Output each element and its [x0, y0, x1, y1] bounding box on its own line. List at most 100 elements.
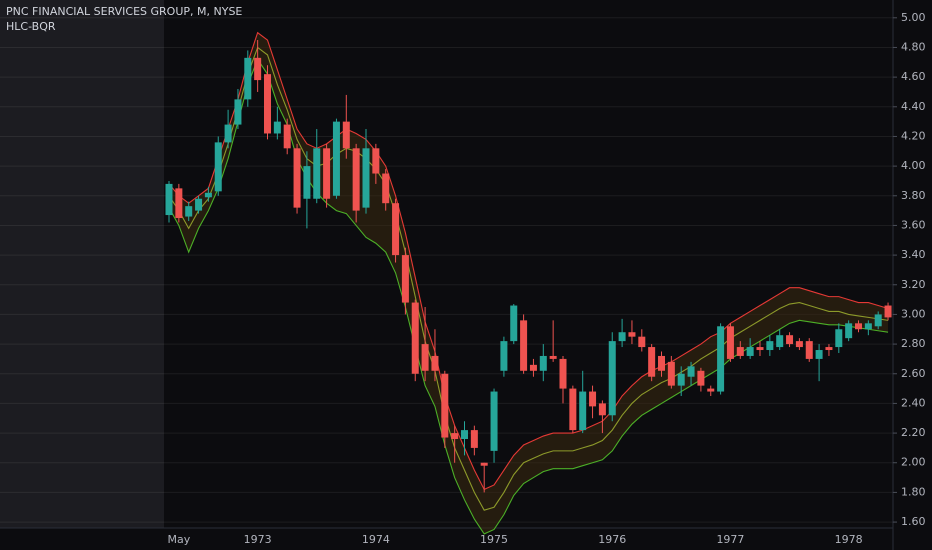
- candle-body: [795, 341, 803, 348]
- candle-body: [293, 148, 301, 208]
- candle-body: [786, 335, 794, 345]
- y-tick-label: 4.00: [901, 159, 926, 172]
- y-tick-label: 3.40: [901, 248, 926, 261]
- candle-body: [648, 347, 656, 377]
- candle-body: [392, 203, 400, 256]
- candle-body: [382, 173, 390, 204]
- candle-body: [411, 302, 419, 374]
- candle-body: [264, 74, 271, 134]
- y-tick-label: 3.80: [901, 189, 926, 202]
- candle-body: [608, 341, 616, 416]
- candle-body: [510, 305, 518, 342]
- y-tick-label: 3.60: [901, 218, 926, 231]
- candle-body: [332, 121, 340, 196]
- axes: 1.60 1.80 2.00 2.20 2.40 2.60 2.80 3.00 3.20 3.40…: [167, 11, 925, 546]
- candle-body: [628, 332, 636, 337]
- candle-body: [687, 366, 695, 377]
- candle-body: [864, 323, 872, 330]
- candle-body: [273, 121, 281, 134]
- candle-body: [490, 391, 498, 451]
- candle-body: [362, 148, 370, 208]
- candle-body: [461, 430, 468, 440]
- x-tick-label: 1976: [598, 533, 626, 546]
- y-tick-label: 2.00: [901, 456, 926, 469]
- plot: [165, 31, 892, 535]
- candle-body: [815, 350, 823, 359]
- candle-body: [204, 192, 212, 198]
- candle-body: [579, 391, 587, 431]
- candle-body: [717, 326, 725, 392]
- candle-body: [677, 373, 685, 386]
- x-tick-label: 1973: [244, 533, 272, 546]
- candle-body: [175, 188, 183, 219]
- y-tick-label: 4.80: [901, 40, 926, 53]
- candle-body: [352, 148, 360, 211]
- x-tick-label: 1977: [716, 533, 744, 546]
- x-tick-label: 1978: [835, 533, 863, 546]
- candle-body: [520, 320, 528, 371]
- candle-body: [746, 347, 754, 356]
- x-tick-label: 1975: [480, 533, 508, 546]
- candle-body: [372, 148, 380, 174]
- candle-body: [185, 206, 193, 217]
- y-tick-label: 4.40: [901, 100, 926, 113]
- y-tick-label: 2.80: [901, 337, 926, 350]
- candle-body: [451, 433, 459, 440]
- candle-body: [736, 347, 744, 356]
- candle-body: [825, 347, 833, 351]
- candle-body: [638, 336, 646, 348]
- candle-body: [480, 462, 488, 466]
- grid: [0, 17, 893, 523]
- candle-body: [756, 347, 764, 351]
- y-tick-label: 1.80: [901, 485, 926, 498]
- candle-body: [224, 124, 232, 143]
- candle-body: [214, 142, 222, 192]
- candle-body: [500, 341, 508, 371]
- pre-history-panel: [0, 0, 164, 528]
- candle-body: [549, 355, 557, 359]
- candle-body: [835, 329, 843, 348]
- candle-body: [618, 332, 626, 342]
- y-tick-label: 5.00: [901, 11, 926, 24]
- band-line-upper: [168, 31, 889, 491]
- y-tick-label: 4.20: [901, 129, 926, 142]
- candle-body: [559, 358, 567, 389]
- candle-body: [195, 198, 203, 211]
- candle-body: [884, 305, 892, 318]
- candle-body: [697, 370, 705, 386]
- candle-body: [766, 341, 774, 351]
- candle-body: [470, 430, 478, 448]
- indicator-label: HLC-BQR: [6, 20, 56, 33]
- candle-body: [234, 99, 242, 125]
- candle-body: [667, 361, 675, 386]
- x-tick-label: 1974: [362, 533, 390, 546]
- candle-body: [244, 57, 252, 100]
- candle-body: [539, 355, 547, 371]
- y-tick-label: 1.60: [901, 515, 926, 528]
- y-tick-label: 3.00: [901, 307, 926, 320]
- candle-body: [589, 391, 597, 407]
- y-tick-label: 2.20: [901, 426, 926, 439]
- candle-body: [431, 355, 439, 371]
- y-tick-label: 3.20: [901, 278, 926, 291]
- candle-body: [401, 255, 409, 303]
- candle-body: [805, 341, 813, 359]
- candle-body: [569, 388, 577, 431]
- candle-body: [342, 121, 350, 149]
- candle-body: [421, 344, 429, 371]
- candle-body: [303, 166, 311, 199]
- candle-body: [165, 183, 173, 216]
- y-tick-label: 2.40: [901, 396, 926, 409]
- candle-body: [441, 373, 449, 438]
- chart-title: PNC FINANCIAL SERVICES GROUP, M, NYSE: [6, 5, 242, 18]
- y-tick-label: 4.60: [901, 70, 926, 83]
- candle-body: [855, 323, 862, 330]
- candle-body: [254, 57, 262, 81]
- candle-body: [313, 148, 321, 199]
- x-tick-label: May: [167, 533, 190, 546]
- candle-body: [845, 323, 853, 339]
- band-fill: [169, 32, 889, 534]
- candle-body: [874, 314, 882, 327]
- band-line-middle: [168, 46, 889, 511]
